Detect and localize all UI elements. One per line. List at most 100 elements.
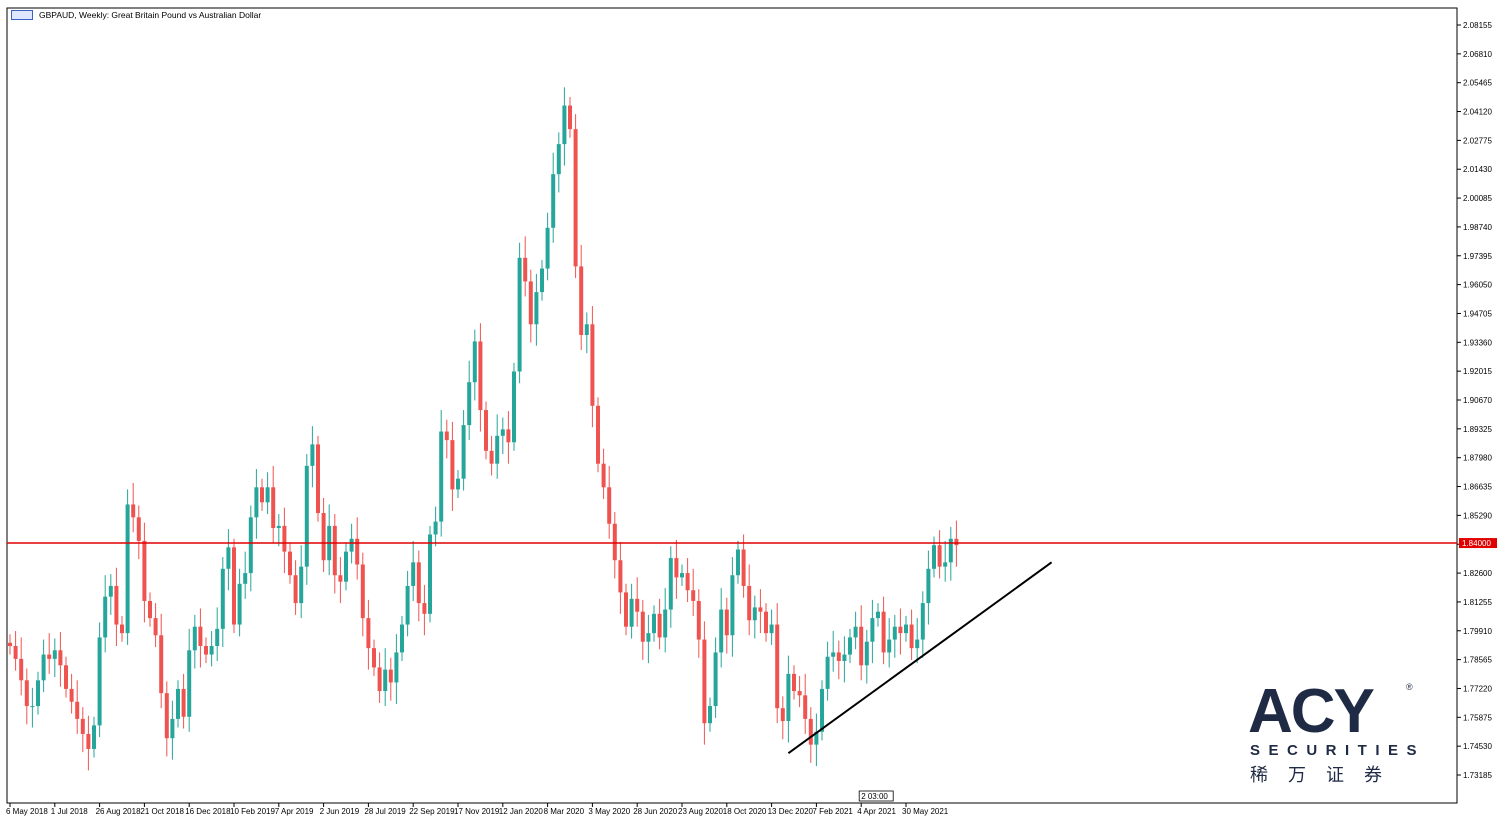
candle-body [450, 440, 455, 490]
candle-body [758, 607, 763, 612]
candle-body [601, 463, 606, 488]
candle-body [388, 669, 393, 683]
logo-brand: ACY [1248, 678, 1375, 742]
candle-body [920, 603, 925, 640]
candle-body [204, 645, 208, 655]
candle-body [506, 429, 511, 443]
candle-body [764, 611, 768, 634]
y-tick-label: 1.75875 [1463, 713, 1492, 722]
candle-body [870, 618, 875, 642]
candle-body [24, 680, 29, 707]
candle-body [948, 538, 953, 563]
x-tick-label: 17 Nov 2019 [454, 807, 500, 816]
candle-body [904, 624, 908, 634]
candle-body [674, 558, 679, 578]
candle-body [8, 642, 12, 646]
candle-body [332, 525, 337, 576]
candle-body [500, 429, 505, 436]
x-tick-label: 7 Feb 2021 [812, 807, 853, 816]
candle-body [114, 585, 119, 625]
candle-body [248, 517, 253, 574]
x-tick-label: 4 Apr 2021 [857, 807, 896, 816]
candle-body [394, 652, 399, 683]
candle-body [736, 549, 740, 576]
candle-body [892, 626, 897, 640]
candle-body [646, 633, 651, 642]
candle-body [467, 382, 472, 426]
chart-window-icon [11, 10, 33, 20]
candle-body [478, 341, 483, 411]
candle-body [237, 583, 242, 625]
candle-body [226, 547, 231, 569]
x-tick-label: 30 May 2021 [902, 807, 949, 816]
candle-body [568, 105, 572, 130]
y-tick-label: 1.86635 [1463, 483, 1492, 492]
candle-body [769, 624, 774, 634]
y-tick-label: 1.78565 [1463, 656, 1492, 665]
x-tick-label: 26 Aug 2018 [96, 807, 141, 816]
candle-body [489, 450, 494, 464]
candle-body [220, 568, 225, 629]
x-tick-label: 8 Mar 2020 [544, 807, 585, 816]
candle-body [635, 598, 640, 612]
plot-frame [6, 7, 1458, 804]
x-tick-label: 23 Aug 2020 [678, 807, 723, 816]
candle-body [400, 624, 404, 653]
candle-body [685, 573, 690, 591]
candle-body [153, 618, 158, 636]
candle-body [282, 525, 287, 552]
candle-body [187, 650, 192, 717]
candle-body [590, 324, 595, 406]
candle-body [372, 648, 376, 668]
candle-body [36, 680, 40, 707]
candle-body [786, 673, 791, 722]
x-tick-label: 10 Feb 2019 [230, 807, 275, 816]
candle-body [932, 545, 936, 569]
acy-logo: ACY ® SECURITIES 稀万证券 [1248, 677, 1418, 788]
candle-body [792, 673, 796, 692]
candle-body [517, 257, 522, 372]
y-tick-label: 1.73185 [1463, 771, 1492, 780]
candle-body [836, 652, 841, 662]
candle-body [808, 718, 813, 745]
candle-body [108, 585, 113, 597]
candle-body [780, 708, 785, 722]
candle-body [64, 665, 68, 689]
candle-body [657, 613, 662, 638]
x-tick-label: 12 Jan 2020 [499, 807, 544, 816]
x-tick-label: 21 Oct 2018 [140, 807, 184, 816]
time-marker-label: 2 03:00 [861, 792, 888, 801]
y-tick-label: 2.05465 [1463, 79, 1492, 88]
candle-body [428, 534, 432, 614]
candle-body [724, 609, 729, 636]
candle-body [92, 725, 96, 749]
chart-title: GBPAUD, Weekly: Great Britain Pound vs A… [11, 10, 261, 20]
candle-body [696, 600, 701, 640]
candle-body [719, 609, 724, 653]
candle-body [954, 538, 959, 546]
candle-body [898, 626, 903, 634]
candle-body [265, 487, 270, 503]
acy-logo-mark: ACY ® [1248, 677, 1413, 746]
candle-body [58, 650, 63, 666]
candle-body [607, 487, 612, 524]
candle-body [523, 257, 528, 282]
candle-body [411, 562, 416, 586]
candle-body [310, 444, 315, 466]
y-tick-label: 2.04120 [1463, 108, 1492, 117]
candle-body [377, 667, 382, 692]
x-tick-label: 2 Jun 2019 [320, 807, 360, 816]
candle-body [556, 144, 561, 175]
candle-body [495, 435, 500, 464]
candle-body [691, 590, 696, 601]
y-tick-label: 1.98740 [1463, 223, 1492, 232]
candle-body [321, 513, 326, 561]
candle-body [316, 444, 320, 514]
candle-body [170, 718, 175, 739]
candle-body [881, 611, 886, 653]
y-tick-label: 2.00085 [1463, 194, 1492, 203]
candle-body [13, 645, 18, 659]
candle-body [260, 487, 264, 503]
candle-body [579, 266, 584, 336]
candle-body [612, 523, 617, 561]
